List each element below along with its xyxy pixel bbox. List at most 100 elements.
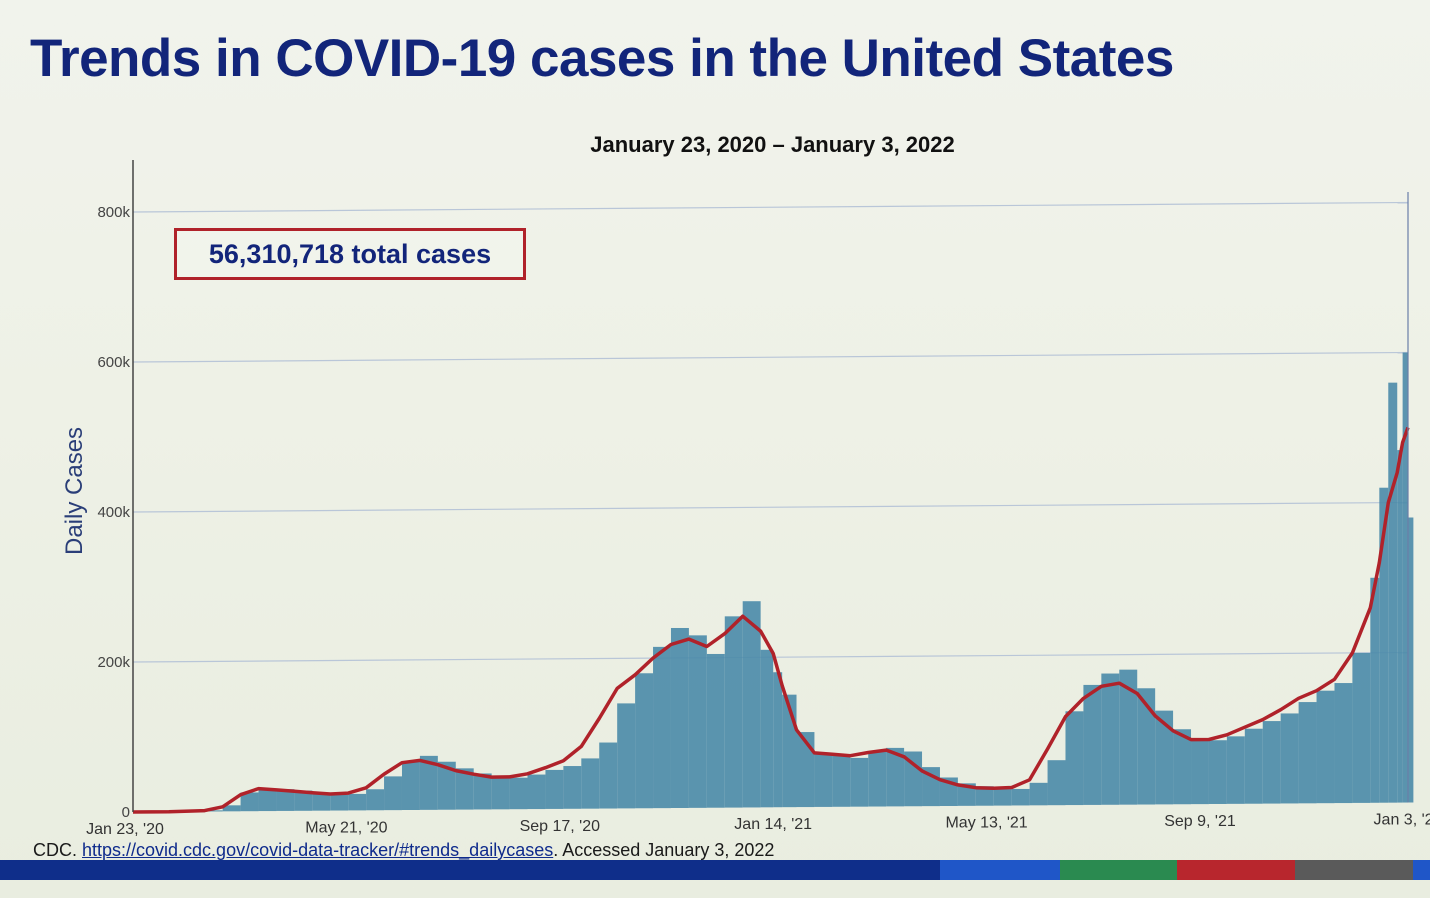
daily-cases-bar: [1388, 382, 1398, 803]
daily-cases-bar: [1191, 740, 1209, 805]
daily-cases-bar: [1298, 702, 1317, 804]
daily-cases-bar: [617, 703, 636, 809]
x-tick-label: Jan 3, '22: [1374, 812, 1430, 829]
chart-subtitle: January 23, 2020 – January 3, 2022: [590, 132, 955, 157]
daily-cases-bar: [1029, 782, 1048, 806]
daily-cases-bar: [868, 751, 887, 807]
daily-cases-bar: [1244, 728, 1263, 804]
source-prefix: CDC.: [33, 840, 82, 860]
footer-color-bar: [0, 860, 1430, 880]
footer-color-segment: [1177, 860, 1295, 880]
daily-cases-bar: [509, 777, 528, 810]
daily-cases-bar: [1397, 450, 1403, 803]
daily-cases-bar: [975, 786, 994, 806]
daily-cases-bar: [832, 755, 851, 807]
grid-line-600k: [132, 351, 1409, 363]
daily-cases-bar: [957, 783, 976, 806]
daily-cases-bar: [1280, 713, 1299, 804]
daily-cases-bar: [1137, 688, 1156, 805]
daily-case-bars: [133, 352, 1414, 813]
daily-cases-bar: [258, 788, 277, 812]
daily-cases-bar: [384, 776, 402, 811]
daily-cases-bar: [491, 776, 510, 810]
daily-cases-bar: [886, 747, 905, 807]
daily-cases-bar: [1262, 721, 1281, 804]
x-tick-label: Sep 17, '20: [520, 818, 601, 835]
daily-cases-bar: [563, 766, 582, 809]
daily-cases-bar: [688, 635, 707, 808]
daily-cases-bar: [1065, 711, 1084, 806]
daily-cases-bar: [294, 790, 313, 811]
daily-cases-bar: [993, 789, 1012, 806]
daily-cases-bar: [796, 732, 815, 808]
y-tick-label: 0: [122, 804, 130, 821]
daily-cases-bar: [1352, 652, 1371, 803]
total-cases-callout: 56,310,718 total cases: [174, 228, 526, 280]
daily-cases-bar: [1101, 673, 1120, 805]
x-tick-labels: Jan 23, '20 May 21, '20 Sep 17, '20 Jan 14,…: [86, 812, 1430, 839]
daily-cases-bar: [1119, 669, 1138, 805]
daily-cases-bar: [742, 601, 761, 808]
daily-cases-bar: [599, 742, 618, 809]
daily-cases-bar: [1334, 683, 1353, 804]
daily-cases-bar: [312, 792, 331, 811]
daily-cases-bar: [366, 789, 385, 811]
seven-day-average-line: [132, 426, 1410, 814]
footer-color-segment: [1295, 860, 1413, 880]
daily-cases-bar: [401, 761, 420, 810]
page-title: Trends in COVID-19 cases in the United S…: [30, 29, 1174, 88]
source-suffix: . Accessed January 3, 2022: [553, 840, 775, 860]
footer-color-segment: [940, 860, 1060, 880]
daily-cases-bar: [1173, 729, 1192, 805]
y-tick-label: 600k: [97, 354, 130, 371]
daily-cases-bar: [760, 649, 774, 808]
y-axis-label: Daily Cases: [61, 427, 88, 555]
y-tick-labels: 0 200k 400k 600k 800k: [97, 204, 130, 821]
x-tick-label: May 13, '21: [945, 815, 1027, 832]
daily-cases-bar: [419, 755, 438, 810]
y-tick-label: 400k: [97, 504, 130, 521]
daily-cases-bar: [330, 794, 349, 811]
daily-cases-bar: [204, 810, 223, 812]
daily-cases-bar: [581, 758, 600, 809]
daily-cases-bar: [1379, 487, 1389, 803]
daily-cases-bar: [773, 672, 783, 808]
daily-cases-bar: [1011, 788, 1030, 806]
daily-cases-bar: [1083, 684, 1102, 805]
daily-cases-bar: [850, 757, 869, 807]
footer-color-segment: [260, 860, 940, 880]
daily-cases-bar: [653, 646, 671, 809]
daily-cases-bar: [1047, 760, 1066, 806]
y-tick-label: 800k: [97, 204, 130, 221]
daily-cases-bar: [545, 769, 564, 809]
daily-cases-bar: [1226, 736, 1245, 804]
source-citation: CDC. https://covid.cdc.gov/covid-data-tr…: [33, 840, 774, 861]
footer-color-segment: [1060, 860, 1177, 880]
daily-cases-bar: [276, 789, 295, 811]
daily-cases-bar: [1316, 690, 1335, 804]
x-tick-label: Jan 14, '21: [734, 816, 812, 833]
source-link[interactable]: https://covid.cdc.gov/covid-data-tracker…: [82, 840, 554, 860]
x-tick-label: Sep 9, '21: [1164, 813, 1236, 830]
daily-cases-bar: [348, 793, 367, 811]
daily-cases-bar: [240, 792, 259, 812]
daily-cases-bar: [527, 774, 546, 810]
daily-cases-bar: [473, 773, 492, 810]
x-tick-label: May 21, '20: [305, 819, 387, 836]
grid-line-800k: [132, 201, 1409, 213]
daily-cases-bar: [1155, 710, 1174, 805]
y-tick-label: 200k: [97, 654, 130, 671]
daily-cases-bar: [724, 616, 743, 808]
daily-cases-bar: [635, 673, 654, 809]
daily-cases-bar: [814, 754, 833, 807]
daily-cases-bar: [222, 805, 241, 812]
daily-cases-bar: [706, 653, 725, 808]
daily-cases-bar: [1402, 352, 1408, 803]
daily-cases-bar: [455, 768, 474, 810]
footer-color-segment: [0, 860, 260, 880]
daily-cases-bar: [670, 627, 689, 808]
x-tick-label: Jan 23, '20: [86, 821, 164, 838]
daily-cases-bar: [437, 761, 456, 810]
daily-cases-bar: [1370, 577, 1380, 803]
